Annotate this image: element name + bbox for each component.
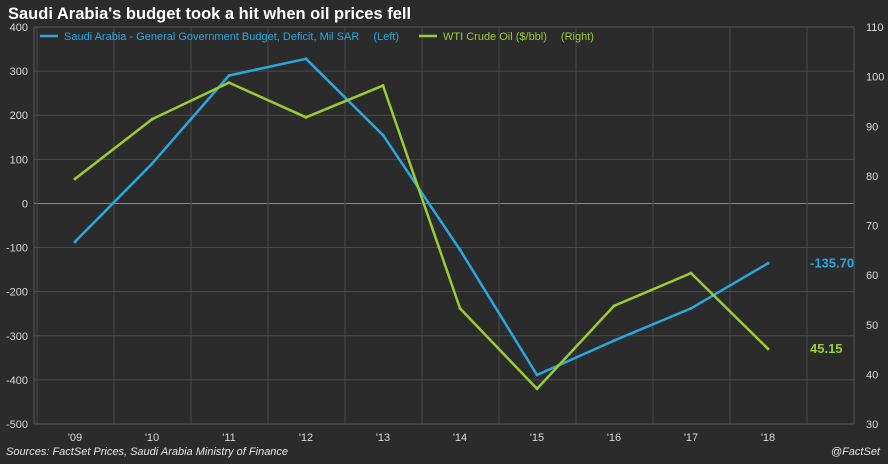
- y-left-tick-label: 400: [10, 22, 28, 34]
- data-point: [689, 306, 693, 310]
- data-point: [458, 248, 462, 252]
- x-tick-label: '13: [376, 432, 390, 444]
- x-tick-label: '17: [684, 432, 698, 444]
- y-left-tick-label: 200: [10, 110, 28, 122]
- y-right-tick-label: 80: [866, 171, 878, 183]
- y-left-tick-label: -200: [6, 287, 28, 299]
- y-right-tick-label: 50: [866, 320, 878, 332]
- x-tick-label: '15: [530, 432, 544, 444]
- data-point: [689, 271, 693, 275]
- legend-axis-note: (Right): [561, 31, 594, 43]
- x-tick-label: '18: [761, 432, 775, 444]
- legend-label: WTI Crude Oil ($/bbl): [443, 31, 547, 43]
- data-point: [227, 81, 231, 85]
- data-point: [612, 339, 616, 343]
- y-right-tick-label: 100: [866, 72, 884, 84]
- chart-title: Saudi Arabia's budget took a hit when oi…: [8, 5, 412, 23]
- plot-frame: [33, 26, 855, 425]
- x-tick-label: '16: [607, 432, 621, 444]
- series-line-oil: [73, 81, 770, 391]
- y-left-tick-label: -400: [6, 375, 28, 387]
- data-point: [766, 347, 770, 351]
- x-tick-label: '09: [68, 432, 82, 444]
- x-tick-label: '12: [299, 432, 313, 444]
- x-tick-label: '10: [145, 432, 159, 444]
- data-point: [612, 304, 616, 308]
- data-point: [381, 133, 385, 137]
- end-value-label: 45.15: [810, 341, 843, 356]
- chart-source: Sources: FactSet Prices, Saudi Arabia Mi…: [6, 446, 289, 458]
- data-point: [766, 261, 770, 265]
- y-left-tick-label: 0: [22, 198, 28, 210]
- data-point: [304, 115, 308, 119]
- y-right-tick-label: 110: [866, 22, 884, 34]
- brand-label: @FactSet: [830, 446, 880, 458]
- y-right-tick-label: 30: [866, 419, 878, 431]
- y-left-tick-label: -100: [6, 243, 28, 255]
- data-point: [150, 117, 154, 121]
- y-right-tick-label: 90: [866, 121, 878, 133]
- y-left-tick-label: -300: [6, 331, 28, 343]
- data-point: [535, 387, 539, 391]
- y-right-tick-label: 40: [866, 369, 878, 381]
- x-tick-label: '14: [453, 432, 467, 444]
- data-point: [381, 84, 385, 88]
- data-point: [535, 373, 539, 377]
- series-line-budget: [73, 57, 770, 377]
- data-point: [227, 74, 231, 78]
- legend-axis-note: (Left): [373, 31, 399, 43]
- legend-label: Saudi Arabia - General Government Budget…: [64, 31, 359, 43]
- y-left-tick-label: 100: [10, 154, 28, 166]
- y-left-tick-label: 300: [10, 66, 28, 78]
- y-right-tick-label: 70: [866, 221, 878, 233]
- data-point: [458, 306, 462, 310]
- data-point: [150, 162, 154, 166]
- data-point: [73, 177, 77, 181]
- data-point: [73, 240, 77, 244]
- y-right-tick-label: 60: [866, 270, 878, 282]
- data-point: [304, 57, 308, 61]
- y-left-tick-label: -500: [6, 419, 28, 431]
- x-tick-label: '11: [222, 432, 236, 444]
- end-value-label: -135.70: [810, 255, 854, 270]
